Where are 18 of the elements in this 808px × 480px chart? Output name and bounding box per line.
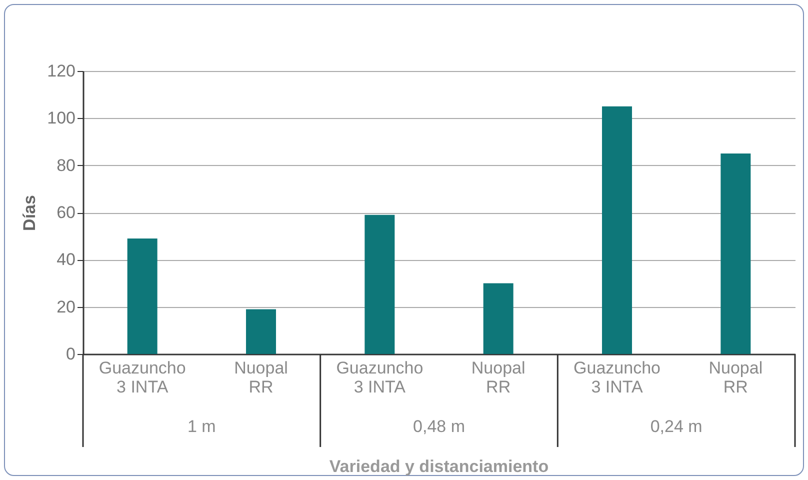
- y-tick-label: 80: [56, 156, 76, 175]
- x-tick-label: Nuopal RR: [234, 358, 288, 396]
- y-axis-title: Días: [20, 195, 40, 231]
- y-tick-label: 20: [56, 297, 76, 316]
- text: 1 m: [187, 417, 216, 436]
- x-tick-label: Nuopal RR: [708, 358, 763, 396]
- x-tick-label: Guazuncho 3 INTA: [574, 358, 660, 396]
- y-tick-label: 60: [56, 203, 76, 222]
- y-tick-label: 100: [47, 108, 76, 128]
- x-tick-label: Guazuncho 3 INTA: [98, 358, 186, 396]
- x-tick-label: Guazuncho 3 INTA: [336, 358, 424, 396]
- x-tick-label: Nuopal RR: [471, 358, 526, 396]
- text: 0,48 m: [413, 417, 465, 436]
- text: 0,24 m: [650, 417, 702, 436]
- y-tick-label: 40: [56, 250, 76, 270]
- y-tick-label: 0: [66, 344, 76, 364]
- x-axis-title: Variedad y distanciamiento: [329, 457, 549, 476]
- y-tick-label: 120: [47, 62, 76, 80]
